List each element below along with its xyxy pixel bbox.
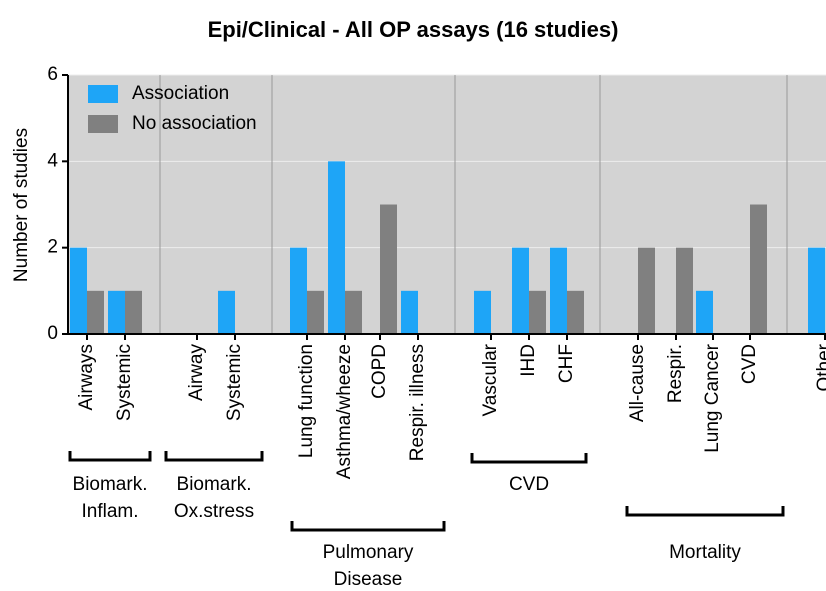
- group-bracket: [164, 451, 264, 462]
- bar: [750, 204, 767, 334]
- legend-label: No association: [132, 113, 257, 134]
- x-tick-label: Systemic: [224, 344, 245, 421]
- x-tick-label: Airway: [186, 344, 207, 402]
- x-tick-label: CVD: [739, 344, 760, 384]
- legend-label: Association: [132, 83, 229, 104]
- legend-swatch: [88, 115, 118, 133]
- chart-title: Epi/Clinical - All OP assays (16 studies…: [208, 17, 619, 42]
- x-tick-label: Lung Cancer: [702, 343, 723, 452]
- x-tick-label: CHF: [556, 344, 577, 383]
- group-label: Biomark.: [177, 474, 252, 495]
- bar: [512, 247, 529, 334]
- y-tick-label: 0: [47, 323, 58, 344]
- legend-swatch: [88, 85, 118, 103]
- group-bracket: [68, 451, 152, 462]
- bar: [696, 290, 713, 334]
- group-label: CVD: [509, 474, 549, 495]
- bar: [401, 290, 418, 334]
- x-tick-label: Airways: [76, 344, 97, 411]
- bar: [345, 290, 362, 334]
- y-tick-label: 4: [47, 150, 58, 171]
- bar: [125, 290, 142, 334]
- bar: [218, 290, 235, 334]
- bar: [307, 290, 324, 334]
- bar: [328, 161, 345, 334]
- y-axis-label: Number of studies: [11, 128, 32, 282]
- y-tick-label: 6: [47, 64, 58, 85]
- bar: [380, 204, 397, 334]
- x-tick-label: All-cause: [627, 344, 648, 422]
- group-label: Ox.stress: [174, 501, 254, 522]
- group-bracket: [625, 506, 785, 517]
- x-tick-label: IHD: [518, 344, 539, 377]
- bar: [108, 290, 125, 334]
- x-tick-label: Asthma/wheeze: [334, 344, 355, 479]
- x-tick-label: COPD: [369, 344, 390, 399]
- group-bracket: [470, 453, 588, 464]
- x-tick-label: Vascular: [480, 343, 501, 416]
- bar: [567, 290, 584, 334]
- group-label: Inflam.: [81, 501, 138, 522]
- x-tick-label: Other: [814, 343, 826, 391]
- bar: [70, 247, 87, 334]
- bar: [290, 247, 307, 334]
- bar: [808, 247, 825, 334]
- bar: [474, 290, 491, 334]
- x-tick-label: Respir. illness: [407, 344, 428, 461]
- group-bracket: [290, 521, 446, 532]
- bar: [550, 247, 567, 334]
- y-tick-label: 2: [47, 237, 58, 258]
- x-tick-label: Respir.: [665, 344, 686, 403]
- bar: [638, 247, 655, 334]
- bar: [676, 247, 693, 334]
- group-label: Disease: [334, 569, 403, 590]
- bar: [87, 290, 104, 334]
- group-label: Mortality: [669, 542, 741, 563]
- group-label: Pulmonary: [323, 542, 414, 563]
- x-tick-label: Lung function: [296, 344, 317, 458]
- group-label: Biomark.: [73, 474, 148, 495]
- bar: [529, 290, 546, 334]
- x-tick-label: Systemic: [114, 344, 135, 421]
